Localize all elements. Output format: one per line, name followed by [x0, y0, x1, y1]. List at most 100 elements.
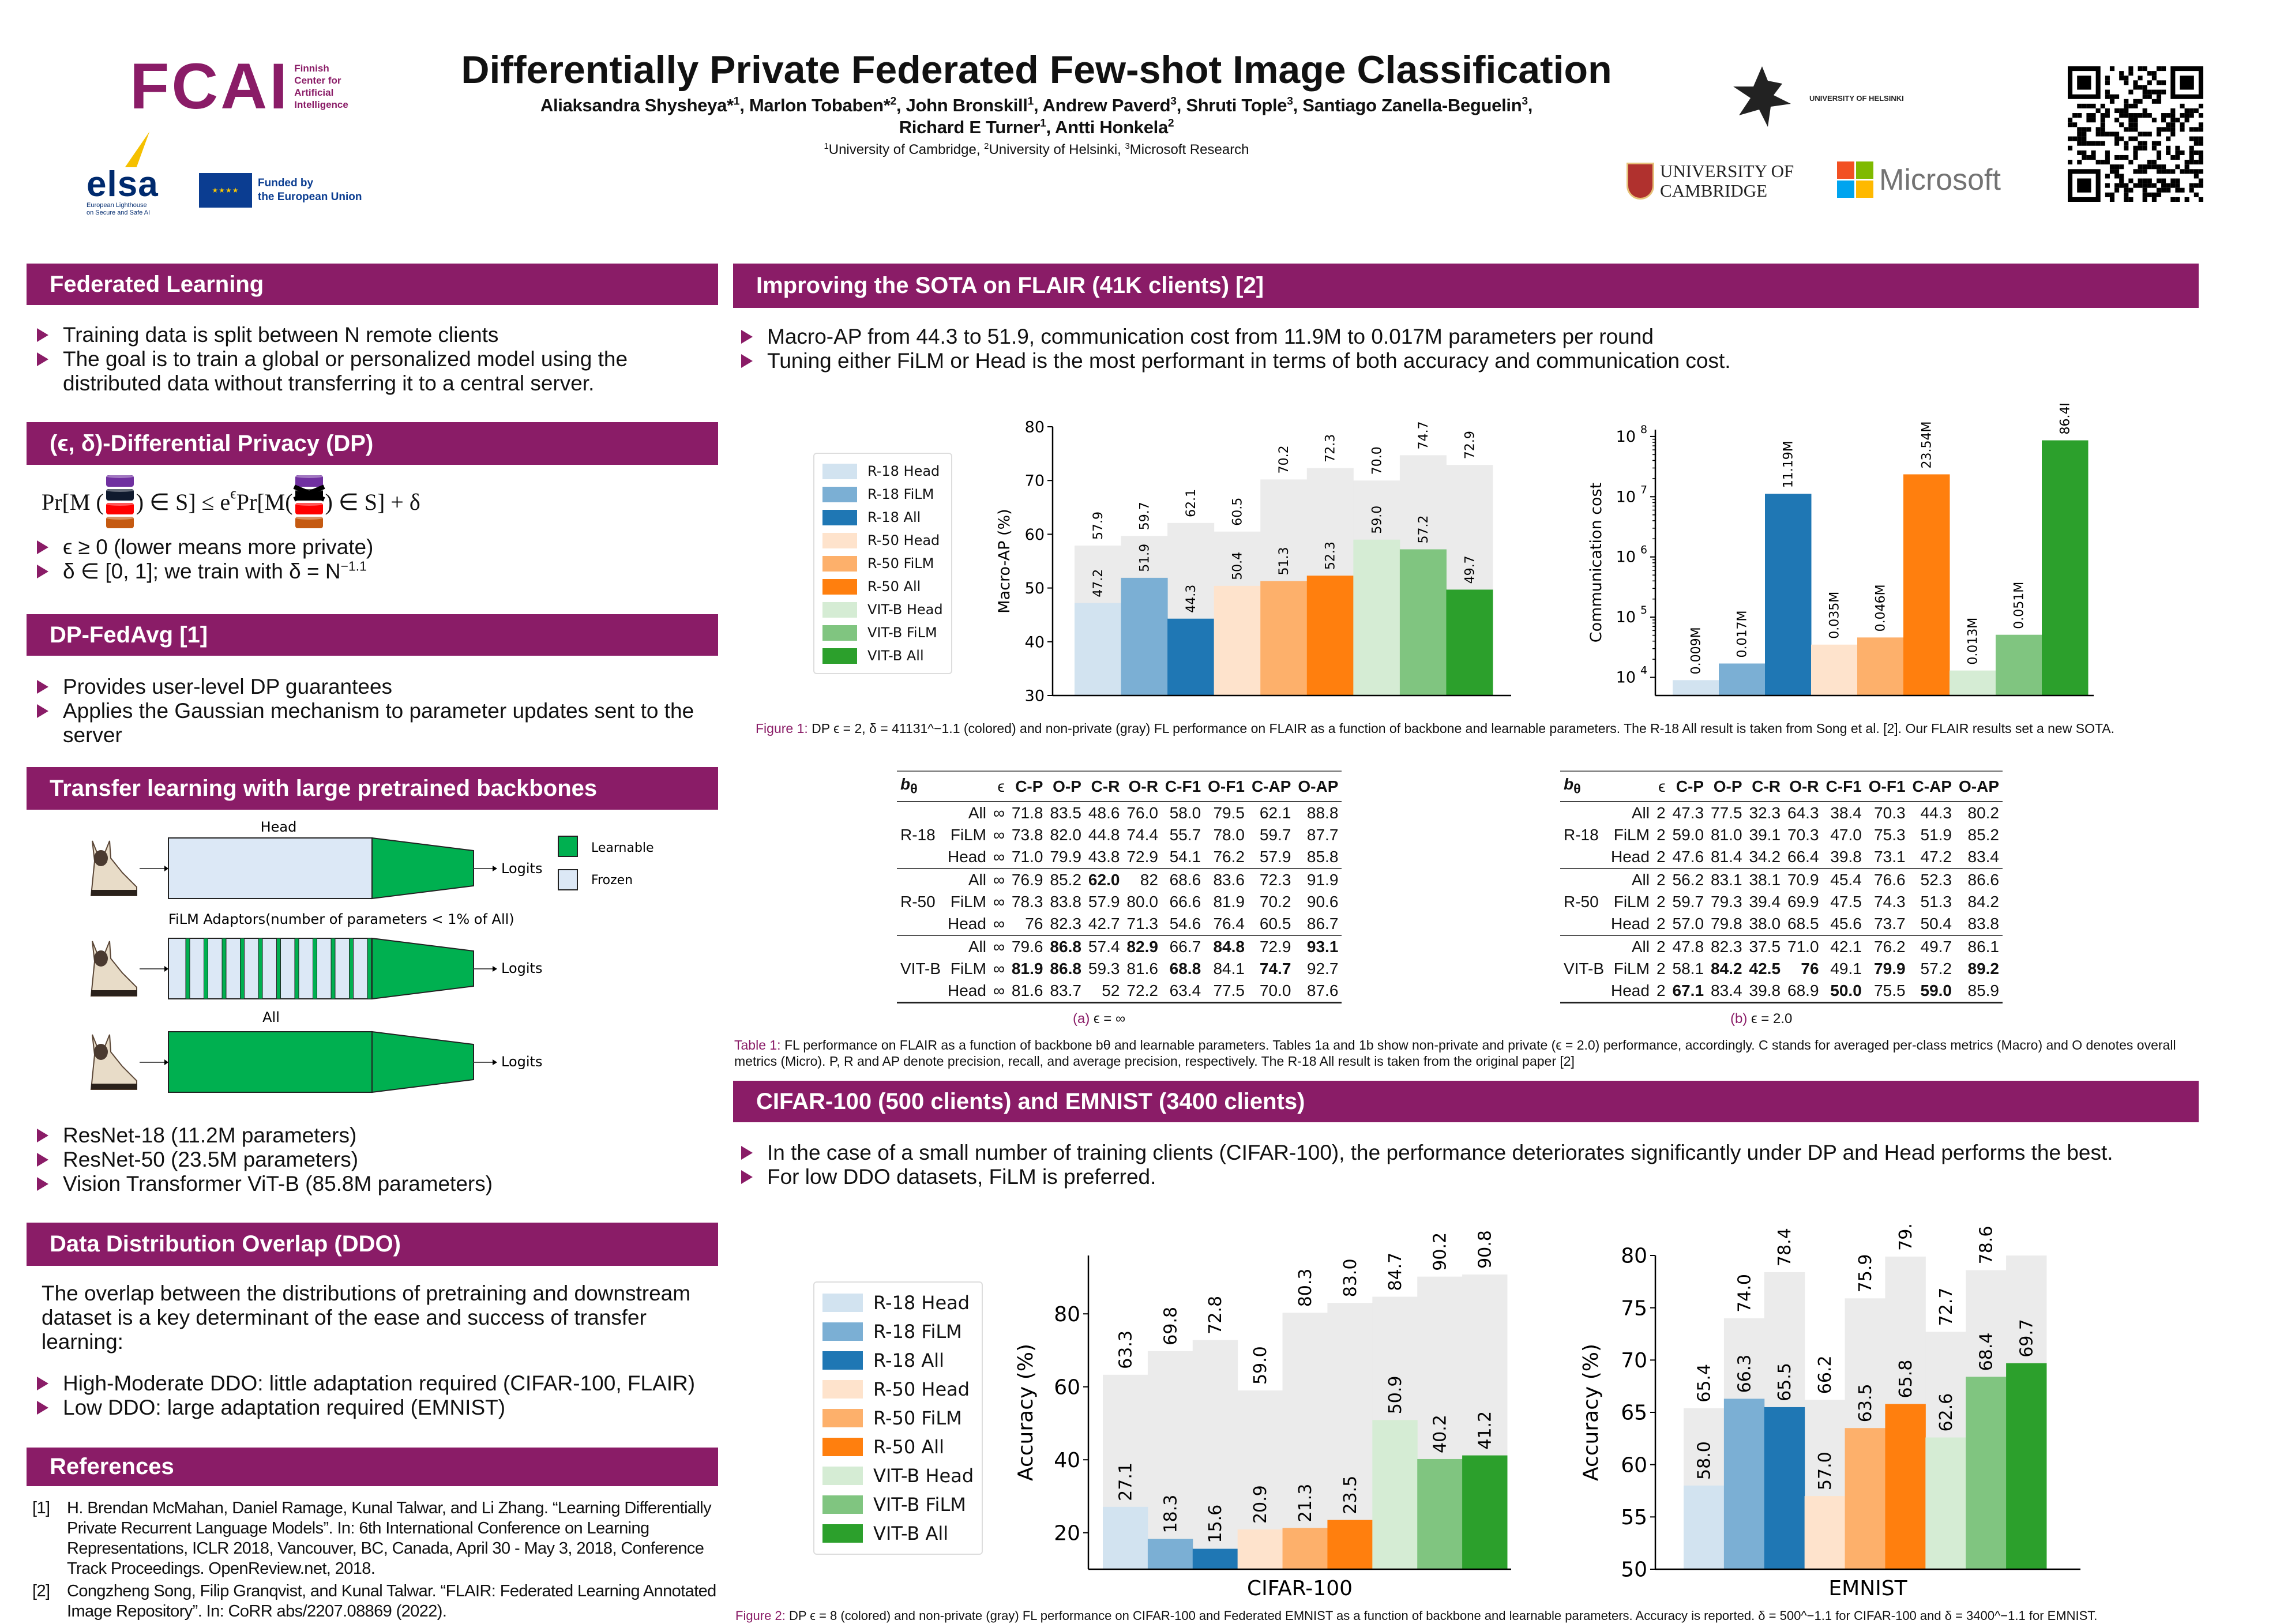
metric-cell: 52.3	[1909, 867, 1955, 891]
metric-cell: 43.8	[1088, 847, 1120, 866]
table-1-caption: Table 1: FL performance on FLAIR as a fu…	[734, 1037, 2199, 1069]
bar-private	[1903, 474, 1950, 696]
all-label: All	[262, 1009, 280, 1025]
section-title: Transfer learning with large pretrained …	[50, 775, 598, 801]
formula-part: Pr[M (	[42, 488, 104, 515]
bar-private	[1075, 603, 1122, 696]
legend-label: R-50 Head	[867, 532, 940, 548]
bar-label: 83.0	[1340, 1258, 1361, 1297]
bar-nonprivate	[1282, 1313, 1328, 1569]
legend-swatch	[822, 1351, 863, 1370]
metric-cell: 59.0	[1672, 825, 1704, 844]
y-tick-label: 55	[1621, 1506, 1647, 1529]
metric-cell: 66.6	[1169, 892, 1201, 911]
bullet: Low DDO: large adaptation required (EMNI…	[30, 1396, 716, 1420]
bullet: The goal is to train a global or persona…	[30, 347, 716, 396]
qr-code[interactable]	[2068, 66, 2203, 202]
logits-label: Logits	[501, 960, 542, 976]
film-adaptor	[330, 938, 336, 999]
legend-swatch	[822, 1495, 863, 1514]
metric-cell: 49.7	[1909, 934, 1955, 958]
bar-private	[1885, 1404, 1926, 1569]
metric-cell: 54.1	[1169, 847, 1201, 866]
helsinki-emblem-icon	[1733, 66, 1791, 127]
caption-text: FL performance on FLAIR as a function of…	[734, 1037, 2176, 1069]
table-row: Head 2 57.0 79.8 38.0 68.5 45.6 73.7 50.4 83.8	[1560, 913, 2003, 935]
y-tick-label: 10	[1616, 608, 1636, 626]
backbone-cell	[1560, 867, 1608, 891]
epsilon-cell: 2	[1652, 979, 1669, 1003]
emnist-accuracy-chart: 65.4 74.0 78.4 66.2 75.9 79.9 72.7 78.6 58.0 66.3…	[1580, 1223, 2080, 1600]
legend-item: R-50 FiLM	[822, 552, 943, 575]
column-header: O-P	[1046, 770, 1085, 802]
legend-label: R-18 Head	[873, 1292, 970, 1314]
qr-code-icon	[2068, 66, 2203, 202]
author-name: Andrew Paverd	[1042, 95, 1171, 115]
bar-label: 90.8	[1475, 1230, 1496, 1269]
legend-swatch	[822, 486, 857, 502]
references-list: [1] H. Brendan McMahan, Daniel Ramage, Ku…	[32, 1498, 722, 1624]
metric-cell: 57.2	[1920, 959, 1952, 978]
metric-cell: 91.9	[1294, 867, 1342, 891]
bar-label: 72.9	[1463, 431, 1477, 459]
section-title: Data Distribution Overlap (DDO)	[50, 1231, 401, 1257]
bar-label: 18.3	[1160, 1495, 1181, 1533]
film-adaptor	[258, 938, 263, 999]
head-block	[371, 937, 474, 1000]
cat-image	[90, 941, 137, 997]
bar-private	[1353, 539, 1400, 696]
table-header-row: bθ ϵ C-P O-P C-R O-R C-F1 O-F1 C-AP O-AP	[1560, 770, 2003, 802]
bar-private	[1723, 1399, 1765, 1569]
author-name: Antti Honkela	[1055, 117, 1168, 137]
bar-private	[1719, 663, 1766, 696]
bar-nonprivate	[1147, 1351, 1193, 1569]
eu-funding-logo: ★★★★ Funded by the European Union	[199, 173, 362, 208]
metric-cell: 39.4	[1749, 892, 1781, 911]
metric-cell: 81.6	[1126, 959, 1158, 978]
backbone-cell	[897, 867, 945, 891]
author-affiliation: 3	[1287, 95, 1293, 108]
affiliation-name: Microsoft Research	[1129, 142, 1249, 157]
metric-cell: 76.2	[1865, 934, 1909, 958]
bar-label: 0.017M	[1736, 611, 1750, 658]
bar-label: 79.9	[1896, 1223, 1916, 1251]
metric-cell: 78.0	[1213, 825, 1245, 844]
metric-cell: 48.6	[1088, 803, 1120, 822]
table-1a: bθ ϵ C-P O-P C-R O-R C-F1 O-F1 C-AP O-AP All ∞ 71.8 8…	[897, 770, 1342, 1003]
caption-text: DP ϵ = 2, δ = 41131^−1.1 (colored) and n…	[807, 721, 2115, 736]
bar-label: 84.7	[1385, 1253, 1406, 1291]
metric-cell: 69.9	[1787, 892, 1819, 911]
column-header: C-AP	[1909, 770, 1955, 802]
bullet: Vision Transformer ViT-B (85.8M paramete…	[30, 1172, 716, 1196]
param-cell: FiLM	[1613, 959, 1650, 978]
section-title: References	[50, 1454, 174, 1479]
metric-cell: 83.1	[1707, 867, 1746, 891]
metric-cell: 59.0	[1909, 979, 1955, 1003]
legend-swatch	[822, 1380, 863, 1399]
x-axis-label: EMNIST	[1828, 1577, 1907, 1600]
column-header: bθ	[1560, 770, 1608, 802]
legend-swatch	[822, 509, 857, 525]
table-row: Head ∞ 71.0 79.9 43.8 72.9 54.1 76.2 57.9 85.8	[897, 846, 1342, 869]
backbone-cell	[897, 979, 945, 1003]
legend-swatch	[822, 1409, 863, 1427]
bar-label: 59.0	[1250, 1346, 1271, 1385]
legend-item: R-50 FiLM	[822, 1404, 974, 1433]
poster-header: Differentially Private Federated Few-sho…	[450, 48, 1623, 158]
bullet: For low DDO datasets, FiLM is preferred.	[734, 1165, 2193, 1189]
metric-cell: 70.2	[1259, 892, 1291, 911]
legend-label: R-18 All	[867, 509, 921, 525]
metric-cell: 87.7	[1306, 825, 1339, 844]
section-title: CIFAR-100 (500 clients) and EMNIST (3400…	[756, 1088, 1305, 1114]
bar-label: 20.9	[1250, 1485, 1271, 1524]
metric-cell: 57.9	[1259, 847, 1291, 866]
metric-cell: 59.7	[1672, 892, 1704, 911]
y-tick-exponent: 6	[1640, 544, 1647, 557]
metric-cell: 39.1	[1749, 825, 1781, 844]
bullet: Provides user-level DP guarantees	[30, 675, 716, 699]
formula-part: ) ∈ S] + δ	[325, 488, 420, 515]
metric-cell: 67.1	[1669, 979, 1708, 1003]
legend-swatch	[822, 1438, 863, 1456]
bar-label: 0.009M	[1689, 627, 1704, 674]
metric-cell: 81.0	[1711, 825, 1742, 844]
